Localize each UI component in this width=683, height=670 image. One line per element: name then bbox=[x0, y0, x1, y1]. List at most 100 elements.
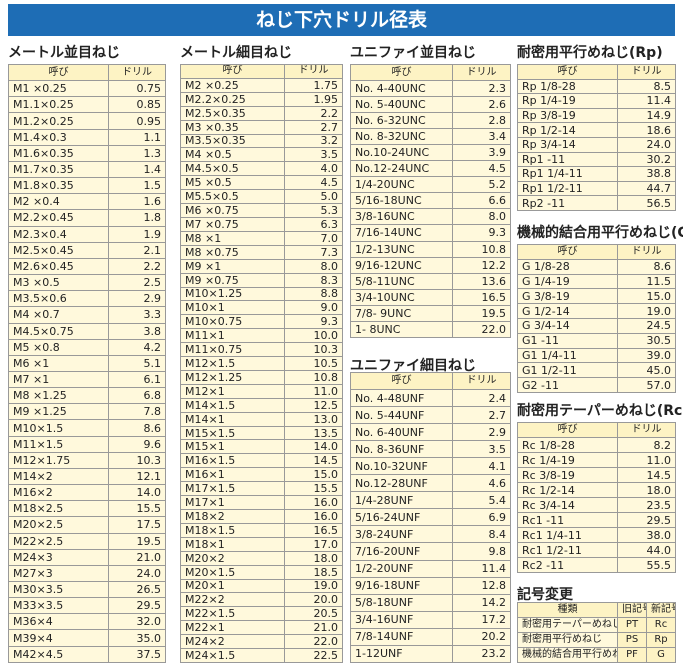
cell: 29.5 bbox=[108, 597, 166, 615]
row: No.12-28UNF 4.6 bbox=[350, 474, 511, 493]
cell: G 3/8-19 bbox=[517, 288, 618, 305]
row: G 3/8-19 15.0 bbox=[517, 288, 676, 305]
cell: 2.8 bbox=[452, 112, 511, 130]
cell: No. 6-40UNF bbox=[350, 423, 453, 442]
cell: 1.5 bbox=[108, 177, 166, 195]
row: M20×2 18.0 bbox=[180, 550, 343, 566]
cell: 16.0 bbox=[284, 495, 343, 510]
cell: 21.0 bbox=[108, 548, 166, 566]
cell: 3.3 bbox=[108, 306, 166, 324]
cell: 3.8 bbox=[108, 322, 166, 340]
row: M20×1 19.0 bbox=[180, 578, 343, 594]
cell: 14.2 bbox=[452, 593, 511, 612]
cell: M1.8×0.35 bbox=[8, 177, 109, 195]
row: M1.6×0.35 1.3 bbox=[8, 144, 166, 162]
row: M12×1.5 10.5 bbox=[180, 356, 343, 371]
cell: M18×1.5 bbox=[180, 522, 285, 538]
row: 7/8-14UNF 20.2 bbox=[350, 627, 511, 646]
cell: G1 1/2-11 bbox=[517, 362, 618, 379]
cell: PF bbox=[617, 647, 647, 663]
header-cell: 呼び bbox=[180, 64, 285, 79]
header-row: 呼び ドリル bbox=[517, 422, 676, 438]
row: M2.2×0.45 1.8 bbox=[8, 209, 166, 227]
row: Rc1 1/2-11 44.0 bbox=[517, 542, 676, 558]
cell: M39×4 bbox=[8, 629, 109, 647]
cell: M9 ×1.25 bbox=[8, 403, 109, 421]
cell: M14×1 bbox=[180, 411, 285, 427]
section-title: ユニファイ細目ねじ bbox=[350, 358, 476, 374]
row: No.10-24UNC 3.9 bbox=[350, 144, 511, 162]
row: M5 ×0.8 4.2 bbox=[8, 338, 166, 356]
row: 3/8-24UNF 8.4 bbox=[350, 525, 511, 544]
row: 3/4-10UNC 16.5 bbox=[350, 288, 511, 306]
cell: 5/8-18UNF bbox=[350, 593, 453, 612]
cell: No. 6-32UNC bbox=[350, 112, 453, 130]
row: Rc 1/8-28 8.2 bbox=[517, 437, 676, 453]
cell: 18.5 bbox=[284, 564, 343, 580]
row: M1 ×0.25 0.75 bbox=[8, 80, 166, 98]
cell: M8 ×1.25 bbox=[8, 387, 109, 405]
cell: 10.0 bbox=[284, 328, 343, 344]
cell: 13.5 bbox=[284, 425, 343, 441]
row: M5.5×0.5 5.0 bbox=[180, 189, 343, 205]
cell: 0.95 bbox=[108, 112, 166, 130]
cell: 15.5 bbox=[284, 481, 343, 497]
cell: 14.9 bbox=[617, 107, 676, 124]
cell: Rp 3/4-14 bbox=[517, 136, 618, 153]
row: M7 ×0.75 6.3 bbox=[180, 216, 343, 232]
cell: 7.0 bbox=[284, 230, 343, 246]
section-title: 機械的結合用平行めねじ(G) bbox=[517, 225, 683, 241]
row: 1/2-13UNC 10.8 bbox=[350, 240, 511, 258]
cell: 10.8 bbox=[284, 369, 343, 385]
cell: 17.2 bbox=[452, 610, 511, 629]
header-row: 呼び ドリル bbox=[350, 63, 511, 82]
cell: 17.5 bbox=[108, 516, 166, 534]
row: G 1/8-28 8.6 bbox=[517, 258, 676, 275]
cell: M24×3 bbox=[8, 548, 109, 566]
cell: M42×4.5 bbox=[8, 645, 109, 663]
cell: 22.0 bbox=[452, 320, 511, 338]
cell: 56.5 bbox=[617, 195, 676, 211]
row: 耐密用テーパーめねじ PT Rc bbox=[517, 617, 676, 633]
cell: 18.6 bbox=[617, 122, 676, 138]
cell: 18.0 bbox=[284, 550, 343, 566]
row: No. 4-48UNF 2.4 bbox=[350, 389, 511, 408]
cell: 3/4-16UNF bbox=[350, 610, 453, 629]
row: M15×1.5 13.5 bbox=[180, 425, 343, 441]
cell: 14.5 bbox=[284, 453, 343, 469]
cell: 20.2 bbox=[452, 627, 511, 646]
cell: M5 ×0.5 bbox=[180, 175, 285, 191]
row: M20×1.5 18.5 bbox=[180, 564, 343, 580]
cell: 20.5 bbox=[284, 606, 343, 622]
header-cell: 旧記号 bbox=[617, 602, 647, 618]
cell: 16.5 bbox=[284, 522, 343, 538]
cell: 12.8 bbox=[452, 576, 511, 595]
row: M7 ×1 6.1 bbox=[8, 370, 166, 389]
cell: No.12-24UNC bbox=[350, 160, 453, 178]
row: M1.7×0.35 1.4 bbox=[8, 160, 166, 179]
cell: 10.3 bbox=[284, 342, 343, 358]
cell: 22.5 bbox=[284, 648, 343, 663]
header-cell: ドリル bbox=[452, 371, 511, 391]
cell: 10.8 bbox=[452, 240, 511, 258]
cell: Rp 3/8-19 bbox=[517, 107, 618, 124]
cell: 18.0 bbox=[617, 482, 676, 498]
cell: 0.85 bbox=[108, 96, 166, 114]
cell: 11.0 bbox=[284, 383, 343, 399]
row: Rp 1/4-19 11.4 bbox=[517, 93, 676, 109]
cell: M12×1.5 bbox=[180, 356, 285, 371]
row: 9/16-12UNC 12.2 bbox=[350, 256, 511, 274]
row: No. 8-32UNC 3.4 bbox=[350, 128, 511, 146]
cell: 7.3 bbox=[284, 244, 343, 260]
cell: 2.3 bbox=[452, 80, 511, 98]
cell: M10×1 bbox=[180, 300, 285, 316]
cell: M2.5×0.35 bbox=[180, 105, 285, 121]
cell: PT bbox=[617, 617, 647, 633]
cell: 11.4 bbox=[452, 559, 511, 578]
row: M2.2×0.25 1.95 bbox=[180, 91, 343, 107]
cell: M11×0.75 bbox=[180, 342, 285, 358]
row: M17×1 16.0 bbox=[180, 495, 343, 510]
row: M2 ×0.25 1.75 bbox=[180, 77, 343, 93]
cell: 2.7 bbox=[284, 119, 343, 135]
row: Rc2 -11 55.5 bbox=[517, 557, 676, 573]
